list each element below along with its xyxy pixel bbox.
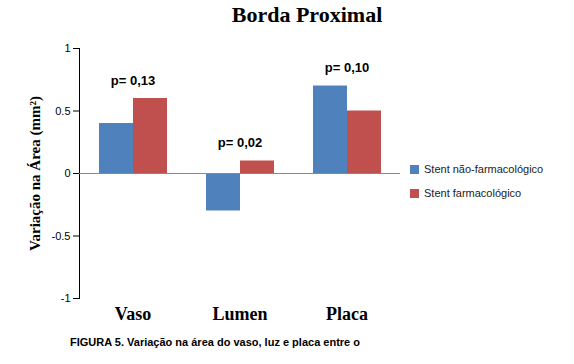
svg-text:-1: -1 xyxy=(61,292,71,304)
svg-text:1: 1 xyxy=(64,42,70,54)
html-text:Stent não-farmacológico: Stent não-farmacológico xyxy=(424,163,544,175)
svg-text:p= 0,13: p= 0,13 xyxy=(111,73,155,88)
html-text:FIGURA 5. Variação na área do: FIGURA 5. Variação na área do vaso, luz … xyxy=(70,336,360,348)
html-text:Stent farmacológico: Stent farmacológico xyxy=(424,187,522,199)
svg-text:-0.5: -0.5 xyxy=(52,230,71,242)
svg-text:p= 0,02: p= 0,02 xyxy=(218,135,262,150)
svg-text:Vaso: Vaso xyxy=(115,304,151,324)
html-text:Borda Proximal: Borda Proximal xyxy=(231,2,383,27)
svg-text:0: 0 xyxy=(64,167,70,179)
svg-text:Variação na Área (mm²): Variação na Área (mm²) xyxy=(27,96,44,251)
svg-text:Lumen: Lumen xyxy=(212,304,267,324)
svg-text:Placa: Placa xyxy=(326,304,368,324)
svg-text:p= 0,10: p= 0,10 xyxy=(325,60,369,75)
svg-text:0.5: 0.5 xyxy=(55,105,70,117)
